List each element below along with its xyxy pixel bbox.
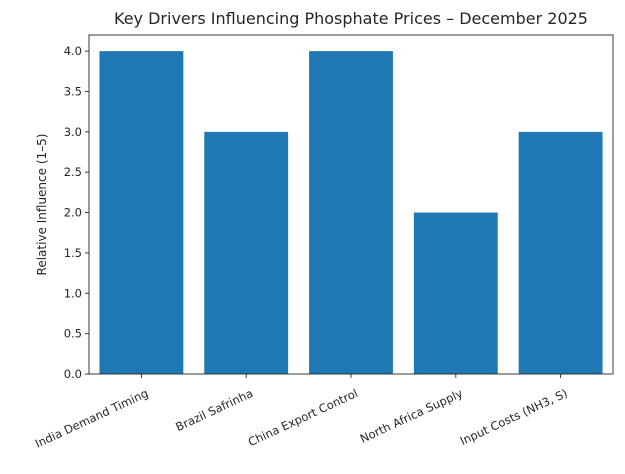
y-axis-label: Relative Influence (1–5) (35, 134, 49, 276)
y-tick-label: 2.0 (64, 206, 82, 220)
x-tick-label: India Demand Timing (33, 386, 151, 451)
y-tick-label: 3.0 (64, 125, 82, 139)
x-tick-label: Input Costs (NH3, S) (458, 386, 570, 448)
x-tick-label: Brazil Safrinha (173, 386, 255, 434)
y-tick-label: 1.0 (64, 286, 82, 300)
y-tick-label: 1.5 (64, 246, 82, 260)
bar-india-demand-timing (99, 51, 184, 375)
bar-north-africa-supply (413, 212, 498, 374)
y-tick-label: 4.0 (64, 44, 82, 58)
chart-title: Key Drivers Influencing Phosphate Prices… (114, 9, 588, 28)
bars-layer (99, 51, 603, 375)
bar-china-export-control (309, 51, 393, 375)
y-tick-label: 0.0 (64, 367, 82, 381)
bar-brazil-safrinha (204, 131, 289, 374)
y-axis-ticks: 0.0 0.5 1.0 1.5 2.0 2.5 3.0 3.5 4.0 (64, 44, 89, 381)
x-tick-label: North Africa Supply (358, 386, 465, 446)
y-tick-label: 2.5 (64, 165, 82, 179)
y-tick-label: 0.5 (64, 327, 82, 341)
x-tick-label: China Export Control (246, 386, 360, 449)
x-axis-ticks: India Demand Timing Brazil SafrinhaChina … (33, 374, 570, 451)
bar-input-costs-nh3-s (518, 131, 603, 374)
y-tick-label: 3.5 (64, 85, 82, 99)
